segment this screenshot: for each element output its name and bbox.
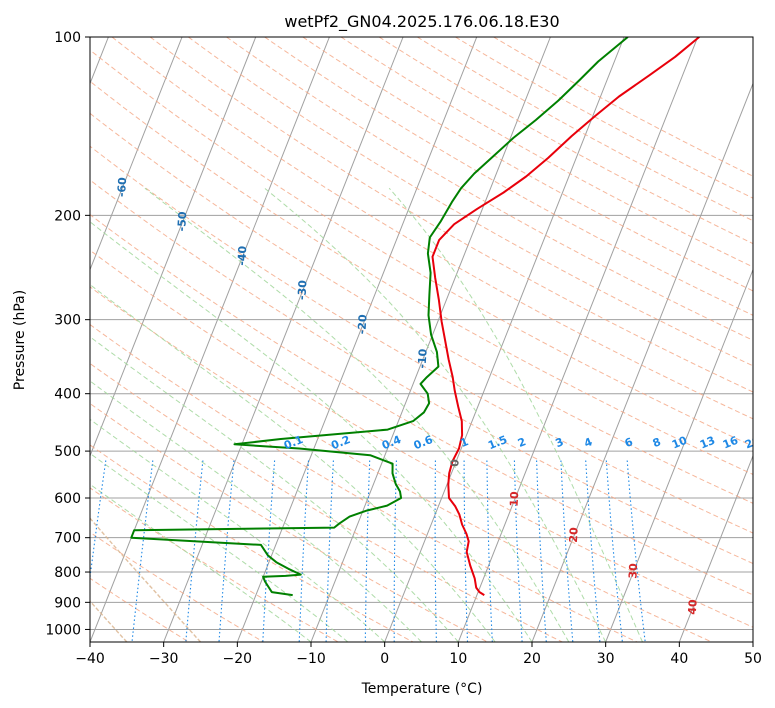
mixing-ratio-label: 20 — [743, 434, 762, 452]
isotherm-label: -40 — [235, 245, 249, 266]
theta-e-line — [90, 517, 202, 642]
isotherm-label: 30 — [626, 563, 640, 579]
mixing-ratio-line — [131, 460, 154, 642]
moist-adiabat-line — [90, 418, 386, 642]
x-tick-label: 30 — [597, 651, 615, 667]
isotherm-label: -20 — [355, 314, 369, 335]
dry-adiabat-line — [264, 37, 753, 316]
moist-adiabat-line — [144, 187, 570, 642]
dry-adiabat-line — [493, 37, 753, 177]
dry-adiabat-line — [90, 323, 638, 642]
dry-adiabat-line — [90, 213, 753, 596]
dry-adiabat-line — [90, 249, 753, 628]
moist-adiabat-line — [90, 483, 312, 642]
dry-adiabat-line — [90, 286, 712, 642]
dewpoint-profile-line — [130, 37, 629, 597]
x-tick-label: −10 — [296, 651, 326, 667]
x-tick-label: 0 — [380, 651, 389, 667]
dry-adiabat-line — [90, 531, 264, 642]
isotherm-line — [678, 454, 753, 642]
y-axis-label: Pressure (hPa) — [12, 290, 28, 390]
y-tick-label: 200 — [54, 208, 81, 224]
dry-adiabat-line — [417, 37, 753, 222]
x-tick-label: −40 — [75, 651, 105, 667]
dry-adiabat-line — [111, 37, 753, 420]
isotherm-line — [752, 640, 753, 642]
isotherm-line — [384, 37, 625, 642]
mixing-ratio-label: 1 — [458, 435, 470, 450]
y-tick-label: 400 — [54, 387, 81, 403]
y-tick-label: 700 — [54, 531, 81, 547]
x-tick-label: 50 — [744, 651, 762, 667]
isotherm-line — [457, 37, 699, 642]
isotherm-label: -60 — [115, 177, 129, 198]
x-tick-label: 10 — [449, 651, 467, 667]
x-tick-label: 20 — [523, 651, 541, 667]
temperature-profile-line — [431, 37, 700, 596]
chart-title: wetPf2_GN04.2025.176.06.18.E30 — [284, 12, 559, 32]
y-tick-label: 800 — [54, 565, 81, 581]
y-tick-label: 1000 — [45, 622, 81, 638]
dry-adiabat-line — [90, 49, 753, 447]
x-tick-label: 40 — [670, 651, 688, 667]
dry-adiabat-line — [90, 179, 753, 565]
isotherm-line — [90, 37, 183, 272]
y-axis: 100 200 300 400 500 600 700 800 900 1000 — [45, 30, 90, 638]
background-lines — [90, 37, 753, 642]
y-tick-label: 300 — [54, 313, 81, 329]
x-tick-label: −20 — [223, 651, 253, 667]
mixing-ratio-label: 13 — [698, 434, 717, 452]
y-tick-label: 500 — [54, 444, 81, 460]
isotherm-label: -70 — [55, 142, 69, 163]
moist-adiabat-line — [264, 187, 607, 642]
mixing-ratio-label: 10 — [670, 434, 689, 452]
moist-adiabat-line — [90, 283, 496, 642]
isotherm-label: 10 — [507, 491, 521, 507]
dry-adiabat-line — [340, 37, 753, 268]
isotherm-line — [531, 82, 753, 642]
isotherm-label: -50 — [175, 211, 189, 232]
mixing-ratio-label: 25 — [767, 434, 775, 452]
mixing-ratio-label: 8 — [651, 435, 663, 450]
dry-adiabat-line — [90, 487, 339, 642]
x-tick-label: −30 — [149, 651, 179, 667]
y-tick-label: 100 — [54, 30, 81, 46]
isotherm-line — [605, 268, 753, 642]
moist-adiabat-line — [388, 187, 643, 642]
dry-adiabat-line — [90, 362, 563, 642]
x-axis: −40 −30 −20 −10 0 10 20 30 40 50 — [75, 642, 762, 667]
mixing-ratio-label: 2 — [516, 435, 528, 450]
isotherm-line — [90, 37, 257, 458]
dry-adiabat-line — [90, 112, 753, 504]
isotherm-line — [90, 37, 330, 642]
isotherm-label: -80 — [0, 108, 9, 129]
mixing-ratio-label: 3 — [554, 435, 566, 450]
profile-lines — [130, 37, 700, 597]
moist-adiabat-line — [90, 336, 459, 642]
isotherm-label: 20 — [567, 527, 581, 543]
isotherm-label: -30 — [295, 279, 309, 300]
plot-frame — [89, 36, 754, 643]
isotherm-label: 0 — [448, 458, 461, 467]
mixing-ratio-label: 16 — [721, 434, 740, 452]
y-tick-label: 600 — [54, 491, 81, 507]
dry-adiabat-line — [149, 37, 753, 393]
isotherm-label: -10 — [416, 348, 430, 369]
isotherm-label: 40 — [686, 599, 700, 615]
dry-adiabat-line — [188, 37, 753, 367]
x-axis-label: Temperature (°C) — [361, 681, 483, 697]
isotherm-line — [236, 37, 478, 642]
y-tick-label: 900 — [54, 595, 81, 611]
moist-adiabat-line — [90, 221, 533, 642]
moist-adiabat-line — [90, 380, 422, 642]
dry-adiabat-line — [90, 80, 753, 476]
